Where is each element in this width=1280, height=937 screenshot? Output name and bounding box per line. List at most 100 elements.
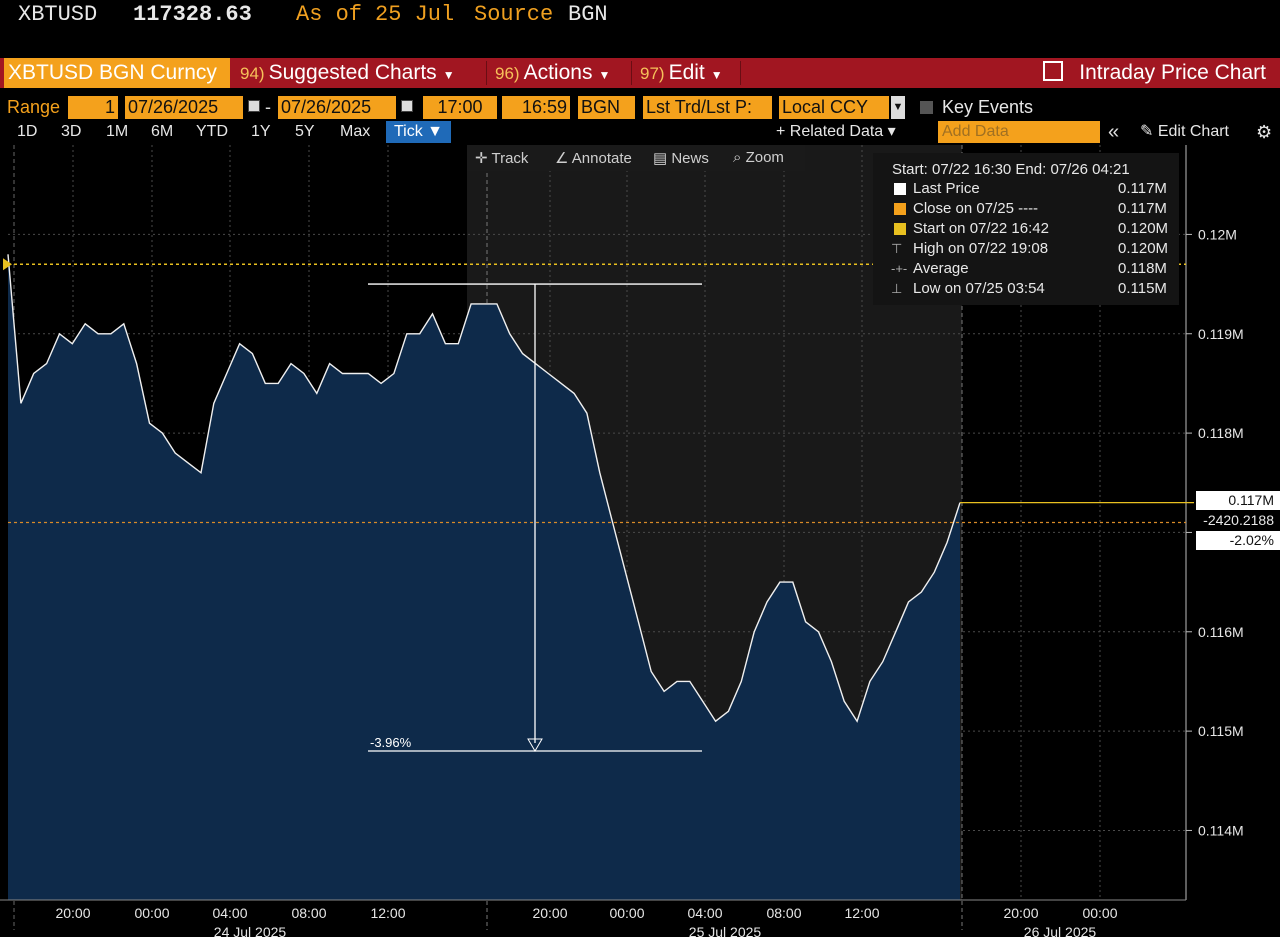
gear-icon[interactable]: ⚙	[1256, 122, 1273, 142]
start-date-field[interactable]: 07/26/2025	[125, 96, 243, 119]
tick-period-button[interactable]: Tick ▼	[386, 121, 452, 143]
period-button-7[interactable]: Max	[340, 123, 371, 140]
news-button[interactable]: ▤ News	[653, 150, 709, 167]
source-field[interactable]: BGN	[578, 96, 635, 119]
legend-swatch	[894, 203, 906, 215]
y-tick-label: 0.118M	[1198, 425, 1244, 441]
y-tick-label: 0.119M	[1198, 326, 1244, 342]
x-tick-label: 00:00	[134, 905, 169, 921]
period-button-4[interactable]: YTD	[196, 123, 228, 140]
legend-swatch	[894, 183, 906, 195]
legend-value: 0.117M	[1118, 200, 1167, 217]
last-price-value: 117328.63	[133, 2, 252, 27]
legend-label: Average	[913, 260, 969, 277]
x-tick-label: 04:00	[212, 905, 247, 921]
x-tick-label: 04:00	[687, 905, 722, 921]
x-date-label: 26 Jul 2025	[1024, 924, 1097, 937]
external-link-icon	[1043, 61, 1064, 81]
suggested-charts-menu[interactable]: 94) Suggested Charts ▼	[240, 58, 455, 88]
suggested-charts-number: 94)	[240, 64, 265, 83]
x-tick-label: 20:00	[532, 905, 567, 921]
price-area	[8, 254, 960, 901]
period-button-1[interactable]: 3D	[61, 123, 82, 140]
measure-label: -3.96%	[370, 735, 412, 750]
edit-chart-button[interactable]: ✎ Edit Chart	[1140, 123, 1229, 140]
period-button-6[interactable]: 5Y	[295, 123, 315, 140]
edit-menu[interactable]: 97) Edit ▼	[640, 58, 723, 88]
legend-row: Start on 07/22 16:42 0.120M	[894, 219, 1168, 239]
key-events-label: Key Events	[942, 97, 1034, 117]
currency-selector[interactable]: Local CCY	[779, 96, 889, 119]
range-value-field[interactable]: 1	[68, 96, 118, 119]
as-of-date: 25 Jul	[375, 2, 455, 27]
track-button[interactable]: ✛ Track	[475, 150, 529, 167]
legend-symbol-icon: ⊤	[891, 241, 903, 256]
related-data-menu[interactable]: + Related Data ▾	[776, 123, 896, 140]
zoom-button[interactable]: ⌕ Zoom	[733, 149, 784, 166]
price-field-selector[interactable]: Lst Trd/Lst P:	[643, 96, 772, 119]
end-time-field[interactable]: 16:59	[502, 96, 570, 119]
edit-label: Edit	[668, 61, 705, 84]
x-tick-label: 20:00	[55, 905, 90, 921]
x-tick-label: 20:00	[1003, 905, 1038, 921]
x-tick-label: 12:00	[370, 905, 405, 921]
x-date-label: 25 Jul 2025	[689, 924, 762, 937]
x-tick-label: 08:00	[766, 905, 801, 921]
collapse-icon[interactable]: «	[1108, 121, 1120, 143]
actions-label: Actions	[523, 61, 593, 84]
edit-number: 97)	[640, 64, 665, 83]
key-events-checkbox[interactable]	[920, 101, 933, 114]
legend-row: Last Price 0.117M	[894, 179, 1167, 199]
legend-value: 0.117M	[1118, 180, 1167, 197]
calendar-icon[interactable]	[246, 96, 260, 119]
legend-swatch	[894, 223, 906, 235]
suggested-charts-label: Suggested Charts	[268, 61, 437, 84]
calendar-icon[interactable]	[399, 96, 413, 119]
end-date-field[interactable]: 07/26/2025	[278, 96, 396, 119]
menu-divider	[740, 61, 741, 85]
function-menu-bar: XBTUSD BGN Curncy 94) Suggested Charts ▼ 9…	[0, 58, 1280, 88]
chart-legend: Start: 07/22 16:30 End: 07/26 04:21 Last…	[873, 153, 1179, 305]
source-label: Source	[474, 2, 554, 27]
chevron-down-icon: ▼	[710, 68, 723, 82]
security-field[interactable]: XBTUSD BGN Curncy	[4, 58, 230, 88]
legend-symbol-icon: -+-	[891, 261, 908, 276]
legend-header: Start: 07/22 16:30 End: 07/26 04:21	[892, 161, 1130, 178]
actions-number: 96)	[495, 64, 520, 83]
start-time-field[interactable]: 17:00	[423, 96, 497, 119]
period-button-5[interactable]: 1Y	[251, 123, 271, 140]
x-tick-label: 12:00	[844, 905, 879, 921]
period-button-0[interactable]: 1D	[17, 123, 38, 140]
start-marker-icon	[3, 258, 12, 271]
y-tick-label: 0.116M	[1198, 624, 1244, 640]
legend-label: Last Price	[913, 180, 980, 197]
chevron-down-icon[interactable]: ▼	[891, 96, 905, 119]
menu-divider	[486, 61, 487, 85]
menu-divider	[631, 61, 632, 85]
y-tick-label: 0.114M	[1198, 822, 1244, 838]
period-button-3[interactable]: 6M	[151, 123, 174, 140]
ticker-label: XBTUSD	[18, 2, 98, 27]
period-button-2[interactable]: 1M	[106, 123, 129, 140]
add-data-input[interactable]: Add Data	[938, 121, 1100, 143]
security-header: XBTUSD 117328.63 As of 25 Jul Source BGN	[0, 0, 1280, 30]
x-tick-label: 00:00	[609, 905, 644, 921]
legend-value: 0.120M	[1118, 220, 1169, 237]
source-value: BGN	[568, 2, 608, 27]
annotate-button[interactable]: ∠ Annotate	[555, 150, 632, 167]
legend-label: Close on 07/25 ----	[913, 200, 1039, 217]
actions-menu[interactable]: 96) Actions ▼	[495, 58, 610, 88]
y-tick-label: 0.12M	[1198, 226, 1237, 242]
legend-row: Close on 07/25 ---- 0.117M	[894, 199, 1167, 219]
legend-value: 0.118M	[1118, 260, 1167, 277]
legend-row: ⊥ Low on 07/25 03:54 0.115M	[891, 279, 1167, 299]
legend-label: High on 07/22 19:08	[913, 240, 1049, 257]
chevron-down-icon: ▼	[442, 68, 455, 82]
legend-row: ⊤ High on 07/22 19:08 0.120M	[891, 239, 1168, 259]
as-of-label: As of	[296, 2, 363, 27]
x-date-label: 24 Jul 2025	[214, 924, 287, 937]
legend-row: -+- Average 0.118M	[891, 259, 1167, 279]
legend-value: 0.120M	[1118, 240, 1169, 257]
chart-title[interactable]: Intraday Price Chart	[1043, 58, 1266, 88]
legend-value: 0.115M	[1118, 280, 1167, 297]
